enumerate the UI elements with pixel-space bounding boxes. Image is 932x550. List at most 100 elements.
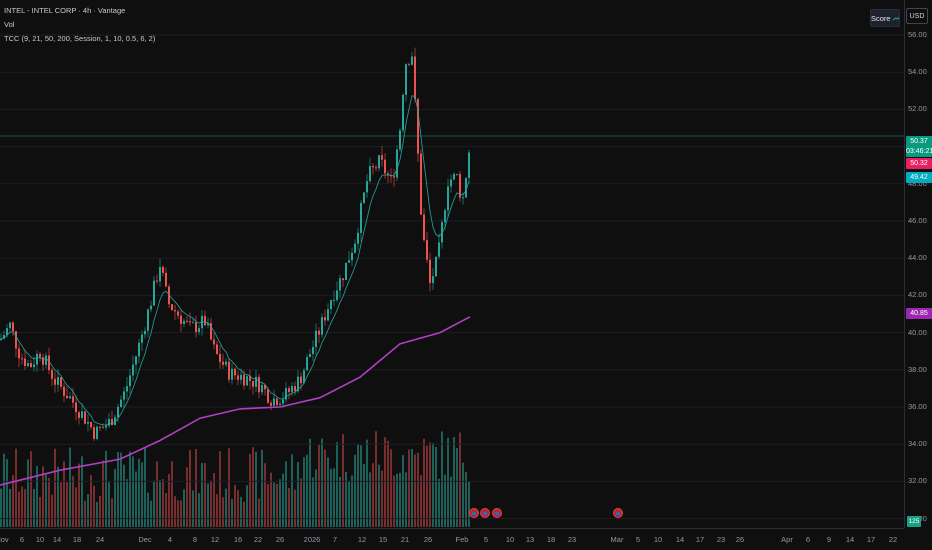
candle-body	[318, 330, 320, 335]
volume-bar	[393, 475, 395, 527]
volume-bar	[450, 476, 452, 527]
candle-body	[327, 309, 329, 321]
candle-body	[240, 374, 242, 380]
volume-bar	[162, 479, 164, 527]
volume-bar	[240, 496, 242, 527]
candle-body	[45, 355, 47, 365]
time-tick-label: 17	[695, 535, 705, 544]
candle-body	[225, 361, 227, 365]
currency-button[interactable]: USD	[906, 8, 928, 24]
candle-body	[462, 197, 464, 199]
volume-bar	[12, 475, 14, 527]
candle-body	[315, 330, 317, 347]
earnings-event-icon[interactable]	[492, 508, 502, 518]
volume-bar	[312, 477, 314, 527]
ema-line	[0, 95, 470, 426]
volume-bar	[228, 448, 230, 527]
candle-body	[297, 376, 299, 392]
earnings-event-icon[interactable]	[480, 508, 490, 518]
volume-bar	[177, 500, 179, 527]
volume-bar	[102, 460, 104, 527]
time-tick-label: 14	[52, 535, 62, 544]
volume-bar	[81, 456, 83, 527]
volume-bar	[327, 457, 329, 527]
volume-bar	[444, 474, 446, 527]
candle-body	[72, 396, 74, 403]
price-tick-label: 48.00	[908, 178, 927, 188]
price-tick-label: 36.00	[908, 402, 927, 411]
candle-body	[54, 378, 56, 385]
candle-body	[195, 322, 197, 333]
candle-body	[9, 322, 11, 329]
time-tick-label: 10	[35, 535, 45, 544]
time-tick-label: 4	[167, 535, 173, 544]
score-button[interactable]: Score	[870, 9, 900, 27]
score-label: Score	[871, 13, 891, 23]
volume-legend[interactable]: Vol	[4, 20, 15, 29]
time-tick-label: 26	[275, 535, 285, 544]
indicator-legend[interactable]: TCC (9, 21, 50, 200, Session, 1, 10, 0.5…	[4, 34, 156, 43]
volume-bar	[129, 451, 131, 527]
candle-body	[393, 176, 395, 178]
candle-body	[60, 377, 62, 387]
volume-bar	[324, 449, 326, 527]
candle-body	[84, 411, 86, 424]
volume-bar	[108, 482, 110, 527]
candle-body	[3, 335, 5, 339]
chart-pane[interactable]: INTEL - INTEL CORP · 4h · Vantage Vol TC…	[0, 0, 904, 528]
volume-bar	[48, 477, 50, 527]
time-axis[interactable]: Nov 6 10 14 18 24 Dec 4 8 12 16 22 26 2026 7 12 15 21 26 Fe…	[0, 528, 904, 550]
candle-body	[363, 192, 365, 203]
candle-body	[123, 391, 125, 400]
volume-bar	[246, 485, 248, 527]
volume-bar	[249, 453, 251, 527]
volume-bar	[45, 474, 47, 527]
volume-bar	[291, 454, 293, 527]
candle-body	[168, 286, 170, 305]
price-axis[interactable]: 56.0054.0052.0050.0048.0046.0044.0042.00…	[904, 0, 932, 528]
ma-200-line	[0, 316, 471, 486]
candle-body	[375, 167, 377, 169]
earnings-event-icon[interactable]	[469, 508, 479, 518]
candle-body	[300, 376, 302, 384]
price-chart[interactable]	[0, 0, 904, 528]
volume-bar	[210, 480, 212, 527]
volume-bar	[318, 444, 320, 527]
candle-body	[42, 357, 44, 365]
volume-bar	[54, 448, 56, 527]
volume-bar	[369, 472, 371, 527]
volume-bar	[51, 494, 53, 527]
candle-body	[189, 321, 191, 323]
candle-body	[21, 358, 23, 360]
volume-bar	[258, 498, 260, 527]
volume-bar	[360, 445, 362, 527]
candle-body	[411, 56, 413, 65]
volume-bar	[339, 476, 341, 527]
time-tick-label: 10	[653, 535, 663, 544]
volume-bar	[222, 497, 224, 527]
volume-bar	[195, 448, 197, 527]
candle-body	[237, 375, 239, 380]
volume-bar	[267, 484, 269, 527]
earnings-event-icon[interactable]	[613, 508, 623, 518]
volume-bar	[3, 453, 5, 527]
price-tag-countdown: 03:46:21	[906, 146, 932, 157]
symbol-legend[interactable]: INTEL - INTEL CORP · 4h · Vantage	[4, 6, 126, 15]
candle-body	[204, 315, 206, 326]
volume-bar	[300, 478, 302, 527]
candle-body	[108, 418, 110, 426]
price-tick-label: 42.00	[908, 290, 927, 300]
volume-bar	[417, 452, 419, 527]
candle-body	[30, 363, 32, 368]
volume-bar	[15, 448, 17, 527]
candle-body	[24, 358, 26, 367]
candle-body	[324, 317, 326, 321]
candle-body	[126, 386, 128, 392]
candle-body	[426, 240, 428, 260]
candle-body	[186, 320, 188, 322]
candle-body	[183, 320, 185, 324]
volume-bar	[90, 475, 92, 527]
volume-bar	[213, 473, 215, 527]
candle-body	[432, 276, 434, 283]
volume-bar	[99, 496, 101, 527]
